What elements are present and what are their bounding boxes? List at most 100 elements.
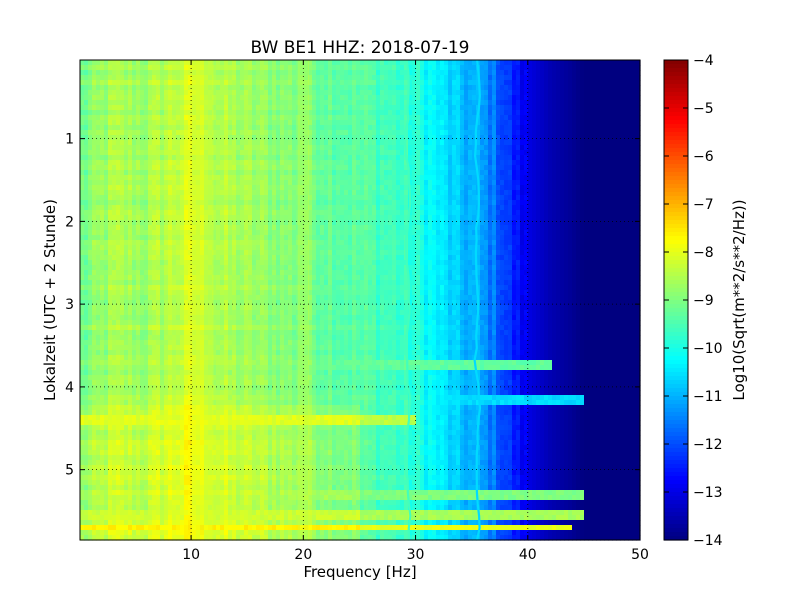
heatmap-cell [596,195,601,201]
heatmap-cell [536,185,541,191]
heatmap-cell [184,95,189,101]
heatmap-cell [428,230,433,236]
heatmap-cell [488,115,493,121]
heatmap-cell [384,140,389,146]
heatmap-cell [112,80,117,86]
heatmap-cell [436,145,441,151]
heatmap-cell [520,140,525,146]
heatmap-cell [540,170,545,176]
heatmap-cell [456,135,461,141]
heatmap-cell [304,160,309,166]
heatmap-cell [256,155,261,161]
heatmap-cell [472,115,477,121]
heatmap-cell [404,195,409,201]
heatmap-cell [472,195,477,201]
heatmap-cell [184,115,189,121]
heatmap-cell [508,140,513,146]
heatmap-cell [88,115,93,121]
heatmap-cell [576,190,581,196]
heatmap-cell [176,125,181,131]
heatmap-cell [544,150,549,156]
heatmap-cell [524,185,529,191]
heatmap-cell [472,205,477,211]
heatmap-cell [208,165,213,171]
heatmap-cell [516,85,521,91]
heatmap-cell [484,225,489,231]
heatmap-cell [372,170,377,176]
heatmap-cell [248,170,253,176]
heatmap-cell [432,140,437,146]
heatmap-cell [264,145,269,151]
heatmap-cell [316,65,321,71]
heatmap-cell [348,210,353,216]
heatmap-cell [200,210,205,216]
heatmap-cell [216,185,221,191]
heatmap-cell [600,95,605,101]
heatmap-cell [508,90,513,96]
heatmap-cell [372,90,377,96]
heatmap-cell [348,65,353,71]
heatmap-cell [600,225,605,231]
heatmap-cell [92,140,97,146]
heatmap-cell [528,230,533,236]
heatmap-cell [236,155,241,161]
heatmap-cell [568,185,573,191]
heatmap-cell [620,135,625,141]
heatmap-cell [80,100,85,106]
heatmap-cell [524,195,529,201]
heatmap-cell [152,235,157,241]
heatmap-cell [564,65,569,71]
heatmap-cell [428,80,433,86]
heatmap-cell [628,215,633,221]
heatmap-cell [104,90,109,96]
heatmap-cell [136,95,141,101]
heatmap-cell [512,220,517,226]
heatmap-cell [176,115,181,121]
heatmap-cell [620,80,625,86]
heatmap-cell [444,220,449,226]
heatmap-cell [372,190,377,196]
heatmap-cell [432,110,437,116]
heatmap-cell [372,130,377,136]
heatmap-cell [340,235,345,241]
heatmap-cell [424,115,429,121]
heatmap-cell [492,225,497,231]
heatmap-cell [504,170,509,176]
heatmap-cell [108,65,113,71]
heatmap-cell [136,90,141,96]
heatmap-cell [404,225,409,231]
heatmap-cell [204,160,209,166]
heatmap-cell [388,185,393,191]
heatmap-cell [604,225,609,231]
heatmap-cell [636,100,641,106]
heatmap-cell [256,130,261,136]
heatmap-cell [232,170,237,176]
heatmap-cell [464,175,469,181]
heatmap-cell [420,145,425,151]
heatmap-cell [144,230,149,236]
heatmap-cell [332,100,337,106]
heatmap-cell [444,175,449,181]
heatmap-cell [484,175,489,181]
heatmap-cell [288,100,293,106]
heatmap-cell [520,145,525,151]
heatmap-cell [552,150,557,156]
heatmap-cell [180,235,185,241]
heatmap-cell [308,75,313,81]
heatmap-cell [256,190,261,196]
heatmap-cell [548,90,553,96]
heatmap-cell [364,85,369,91]
heatmap-cell [424,210,429,216]
heatmap-cell [188,95,193,101]
heatmap-cell [364,80,369,86]
heatmap-cell [460,200,465,206]
heatmap-cell [400,120,405,126]
heatmap-cell [92,200,97,206]
heatmap-cell [352,90,357,96]
heatmap-cell [432,210,437,216]
heatmap-cell [188,190,193,196]
heatmap-cell [480,70,485,76]
heatmap-cell [168,165,173,171]
heatmap-cell [360,200,365,206]
heatmap-cell [240,190,245,196]
